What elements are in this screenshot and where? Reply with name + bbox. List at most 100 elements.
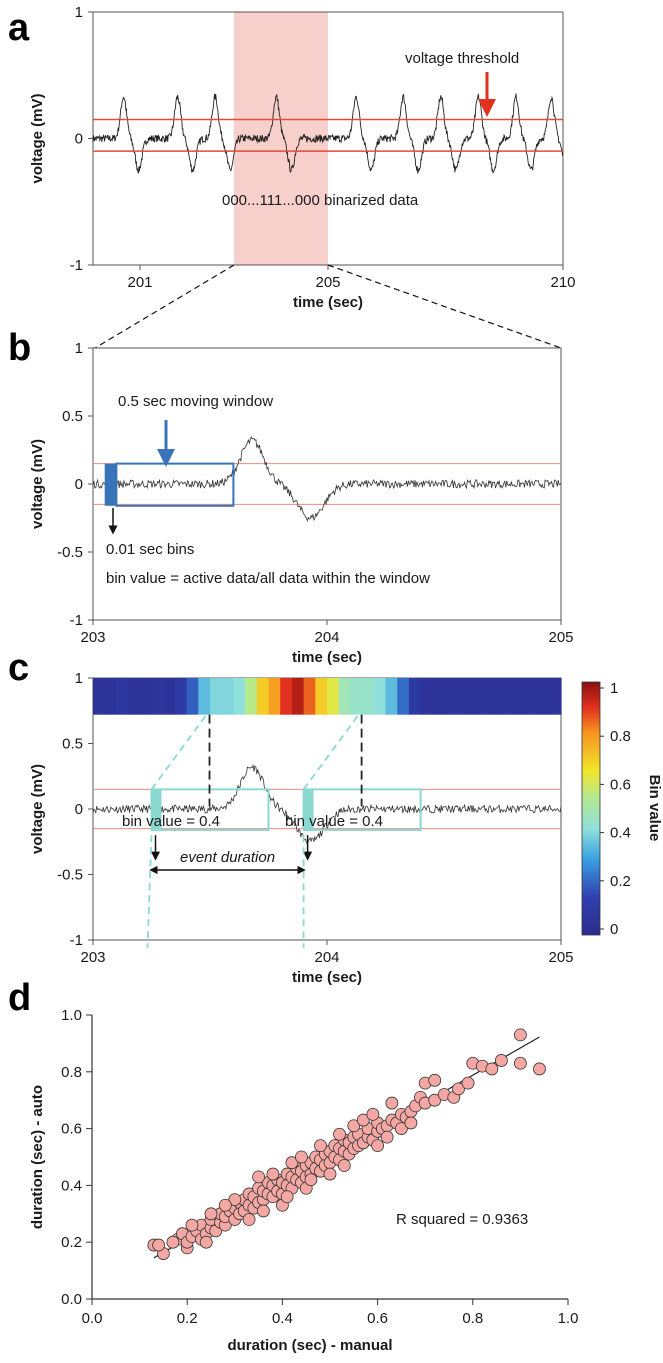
panel-a: 201 205 210 1 0 -1 time (sec) voltage (mV) volta… [29,4,576,349]
b-xtick-label: 204 [314,629,339,646]
panel-letter-b: b [8,327,31,369]
d-scatter-point [371,1139,385,1153]
c-window-bin-1 [151,789,162,830]
d-scatter-point [199,1235,213,1249]
c-heat-cell [420,678,433,715]
c-heat-cell [467,678,480,715]
d-xtick-label: 0.6 [367,1310,388,1327]
c-heat-cell [186,678,199,715]
c-colorbar-tick-label: 1 [610,680,618,697]
a-voltage-trace [92,93,564,175]
c-heat-cell [327,678,340,715]
b-window-label: 0.5 sec moving window [118,393,273,410]
c-duration-start-line [146,835,153,949]
c-heat-cell [350,678,363,715]
d-scatter-point [218,1198,232,1212]
b-ytick-label: -1 [70,612,83,629]
c-bin2-label: bin value = 0.4 [285,813,383,830]
b-ytick-label: 1 [75,340,83,357]
d-scatter-point [533,1062,546,1076]
c-heat-cell [514,678,527,715]
b-formula-label: bin value = active data/all data within … [106,570,430,587]
a-zoom-line-right [327,264,562,349]
a-ytick-label: 1 [75,4,83,21]
c-colorbar-tick-label: 0.8 [610,728,631,745]
d-scatter-point [337,1159,351,1172]
c-voltage-trace [92,763,562,845]
d-scatter-point [166,1235,180,1249]
a-xtick-label: 201 [127,274,152,291]
c-xtick-label: 203 [80,949,105,966]
d-scatter-point [333,1127,346,1141]
d-scatter-point [428,1093,442,1107]
d-ytick-label: 1.0 [61,1007,82,1024]
c-heat-cell [490,678,504,715]
c-heat-cell [373,678,387,715]
d-scatter-point [394,1122,408,1135]
d-scatter-point [404,1116,418,1130]
c-heat-cell [455,678,468,715]
c-heat-cell [537,678,550,715]
b-ylabel: voltage (mV) [29,439,46,529]
d-scatter-point [280,1190,294,1204]
d-scatter-point [452,1082,465,1096]
c-heat-cell [233,678,246,715]
c-heat-cell [104,678,117,715]
panel-letter-a: a [8,7,30,49]
d-xtick-label: 0.4 [272,1310,293,1327]
b-ytick-label: 0 [75,476,83,493]
c-heat-cell [525,678,539,715]
d-scatter-point [256,1204,270,1218]
c-heat-cell [303,678,316,715]
c-heat-cell [268,678,281,715]
b-voltage-trace [92,436,562,523]
c-colorbar-label: Bin value [646,775,663,842]
c-xtick-label: 205 [548,949,573,966]
a-xtick-label: 210 [550,274,575,291]
panel-letter-c: c [8,647,29,689]
c-duration-label: event duration [180,849,275,866]
c-bin1-label: bin value = 0.4 [122,813,220,830]
c-heat-cell [549,678,562,715]
b-xtick-label: 203 [80,629,105,646]
c-heat-cell [163,678,176,715]
c-colorbar-tick-label: 0.4 [610,825,631,842]
d-scatter-point [461,1076,475,1090]
d-scatter-point [366,1108,380,1121]
d-xtick-label: 0.0 [82,1310,103,1327]
c-colorbar [581,681,601,936]
d-scatter-point [514,1056,527,1070]
c-heat-cell [139,678,153,715]
d-xtick-label: 0.8 [462,1310,483,1327]
c-heat-cell [221,678,234,715]
d-scatter-point [228,1193,242,1206]
c-ytick-label: 1 [75,670,83,687]
d-scatter-point [152,1238,166,1252]
d-scatter-point [356,1113,370,1127]
d-scatter-point [285,1156,299,1170]
c-heat-cell [479,678,492,715]
d-ylabel: duration (sec) - auto [29,1085,46,1229]
c-xlabel: time (sec) [292,969,362,986]
a-ytick-label: -1 [70,257,83,274]
d-scatter-point [242,1213,256,1226]
d-ytick-label: 0.2 [61,1234,82,1251]
b-xtick-label: 205 [548,629,573,646]
d-scatter-point [185,1218,199,1232]
d-scatter-point [347,1119,361,1133]
c-ytick-label: -0.5 [57,867,83,884]
d-scatter-point [428,1073,442,1087]
c-heat-cell [128,678,141,715]
c-ytick-label: -1 [70,932,83,949]
c-heat-cell [408,678,422,715]
d-scatter-point [295,1150,308,1164]
c-heat-cell [338,678,351,715]
d-scatter-point [323,1167,337,1181]
d-scatter-point [380,1130,394,1144]
c-heat-cell [93,678,106,715]
c-heat-cell [151,678,164,715]
c-ytick-label: 0 [75,801,83,818]
d-scatter-point [514,1028,527,1042]
d-rsquared-label: R squared = 0.9363 [396,1211,528,1228]
b-bin-block [104,463,117,506]
